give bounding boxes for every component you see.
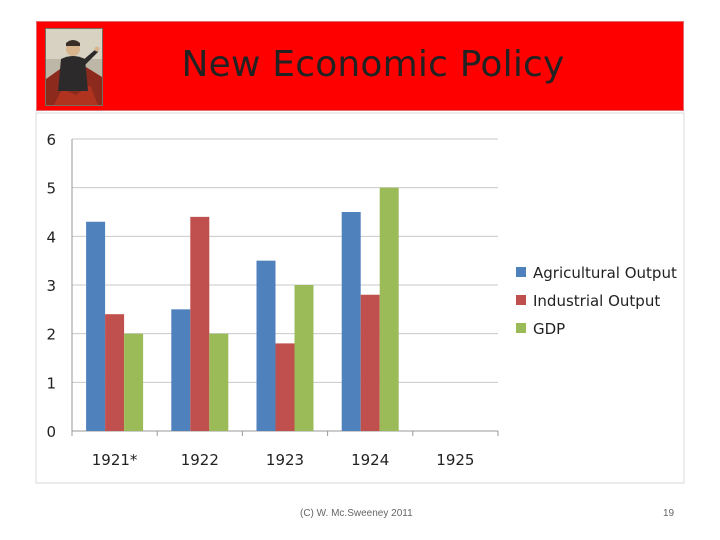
footer-copyright: (C) W. Mc.Sweeney 2011 bbox=[300, 508, 413, 519]
bar bbox=[341, 212, 361, 431]
legend-label: Agricultural Output bbox=[533, 264, 677, 282]
chart-frame bbox=[35, 112, 685, 484]
y-tick-label: 1 bbox=[46, 374, 56, 392]
y-tick-label: 6 bbox=[46, 131, 56, 149]
bar bbox=[105, 314, 125, 431]
y-tick-label: 5 bbox=[46, 180, 56, 198]
legend-swatch bbox=[516, 267, 526, 277]
bar bbox=[209, 333, 229, 431]
bar bbox=[86, 221, 106, 431]
y-tick-label: 0 bbox=[46, 423, 56, 441]
legend-label: GDP bbox=[533, 320, 565, 338]
bar bbox=[294, 285, 314, 431]
title-bar: New Economic Policy bbox=[36, 21, 684, 111]
y-tick-label: 4 bbox=[46, 228, 56, 246]
x-tick-label: 1923 bbox=[266, 451, 304, 469]
legend-swatch bbox=[516, 295, 526, 305]
x-tick-label: 1921* bbox=[92, 451, 138, 469]
y-tick-label: 2 bbox=[46, 326, 56, 344]
y-tick-label: 3 bbox=[46, 277, 56, 295]
bar bbox=[360, 294, 380, 431]
bar bbox=[379, 187, 399, 431]
bar bbox=[171, 309, 191, 431]
slide-number: 19 bbox=[663, 508, 675, 519]
bar bbox=[190, 216, 210, 431]
slide-title: New Economic Policy bbox=[181, 44, 565, 85]
x-tick-label: 1922 bbox=[181, 451, 219, 469]
bar-chart: 0 1 2 3 4 5 6 1921* 1922 1923 1924 1925 Agricultural… bbox=[35, 112, 685, 484]
legend-swatch bbox=[516, 323, 526, 333]
x-tick-label: 1925 bbox=[436, 451, 474, 469]
x-tick-label: 1924 bbox=[351, 451, 389, 469]
legend-label: Industrial Output bbox=[533, 292, 660, 310]
bar bbox=[275, 343, 295, 431]
bar bbox=[124, 333, 144, 431]
portrait-painting-icon bbox=[45, 28, 103, 106]
bar bbox=[256, 260, 276, 431]
portrait-painting-graphic bbox=[46, 29, 102, 105]
